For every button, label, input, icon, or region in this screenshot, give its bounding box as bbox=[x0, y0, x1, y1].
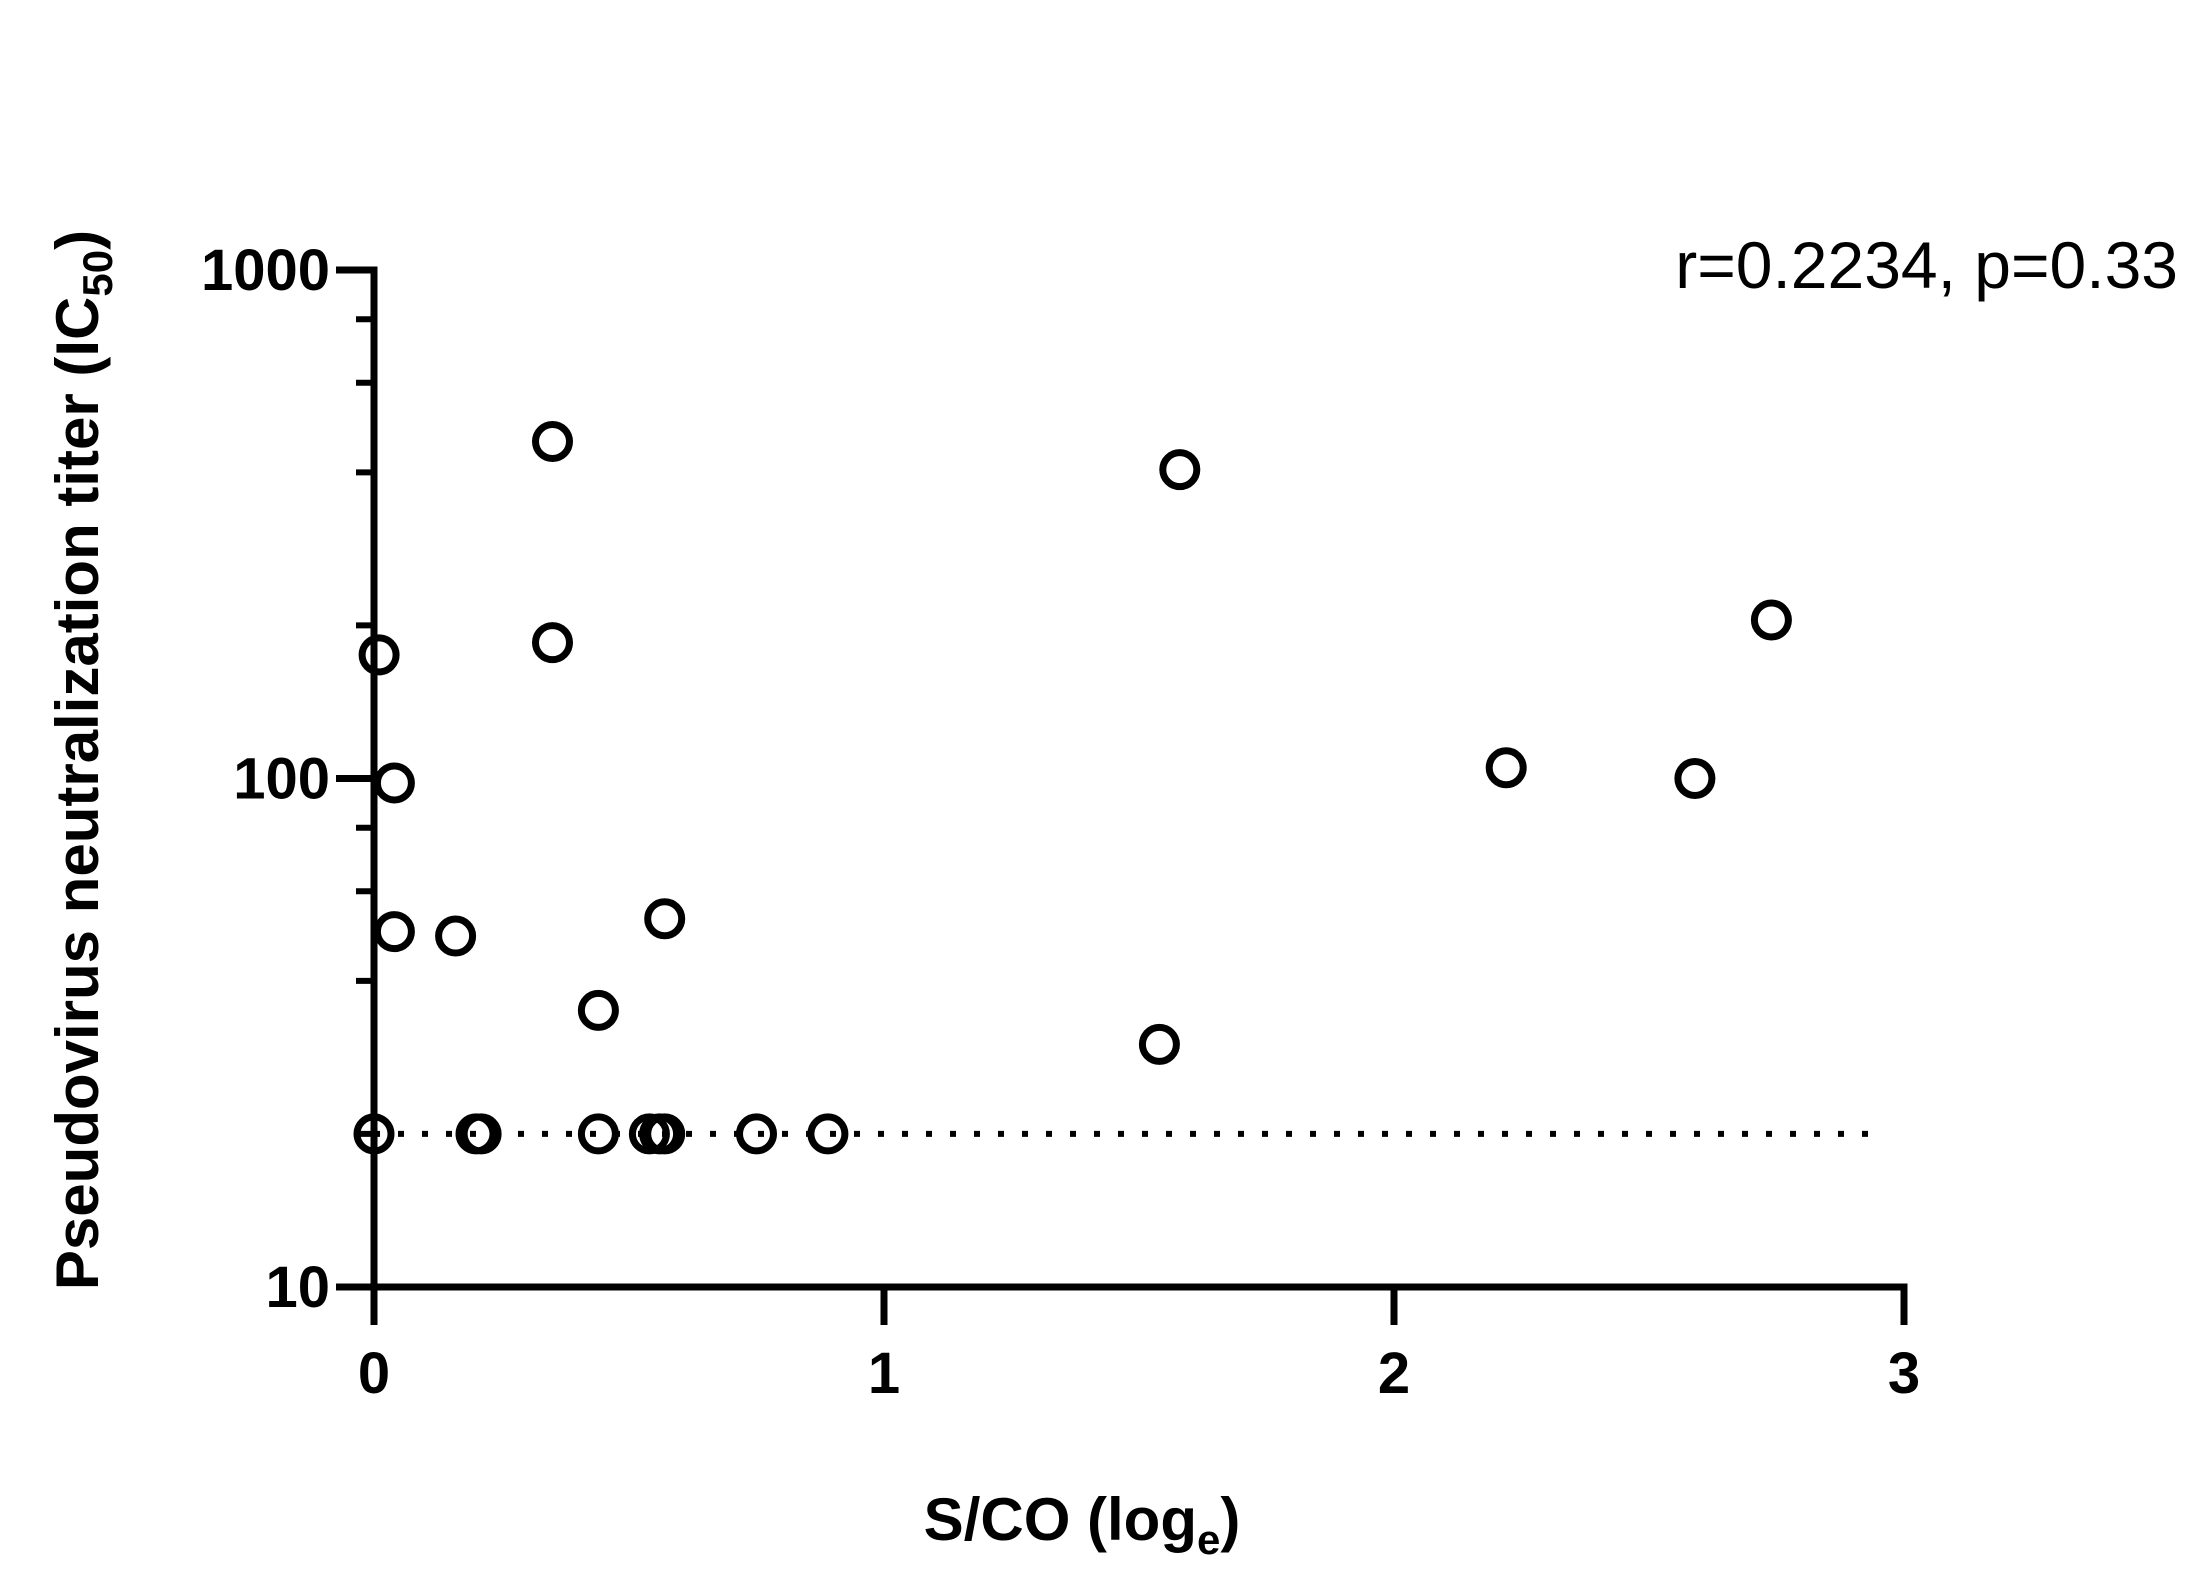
data-point bbox=[532, 622, 573, 664]
y-tick-label: 100 bbox=[233, 747, 330, 812]
data-point bbox=[532, 420, 573, 462]
data-point bbox=[644, 1113, 686, 1155]
data-point bbox=[1674, 758, 1716, 799]
data-point bbox=[1138, 1023, 1180, 1065]
data-points bbox=[353, 420, 1792, 1155]
data-point bbox=[358, 634, 400, 676]
data-point bbox=[435, 915, 477, 957]
data-point bbox=[807, 1113, 849, 1155]
data-point bbox=[1485, 747, 1527, 789]
ticks: 10 100 1000 0 1 2 3 bbox=[201, 238, 1920, 1406]
data-point bbox=[577, 989, 619, 1031]
data-point bbox=[1750, 599, 1792, 641]
x-tick-label: 1 bbox=[868, 1341, 900, 1406]
data-point bbox=[373, 762, 415, 804]
data-point bbox=[353, 1113, 395, 1155]
data-point bbox=[460, 1113, 502, 1155]
x-axis-label: S/CO (loge) bbox=[924, 1486, 1241, 1563]
x-tick-label: 2 bbox=[1378, 1341, 1410, 1406]
data-point bbox=[373, 911, 415, 953]
correlation-annotation: r=0.2234, p=0.33 bbox=[1675, 228, 2178, 302]
data-point bbox=[577, 1113, 619, 1155]
x-tick-label: 0 bbox=[358, 1341, 390, 1406]
y-tick-label: 10 bbox=[265, 1255, 330, 1320]
data-point bbox=[1159, 449, 1201, 491]
x-tick-label: 3 bbox=[1888, 1341, 1920, 1406]
y-axis-label: Pseudovirus neutralization titer (IC50) bbox=[44, 230, 121, 1290]
data-point bbox=[644, 898, 686, 940]
y-tick-label: 1000 bbox=[201, 238, 330, 303]
data-point bbox=[736, 1113, 777, 1155]
